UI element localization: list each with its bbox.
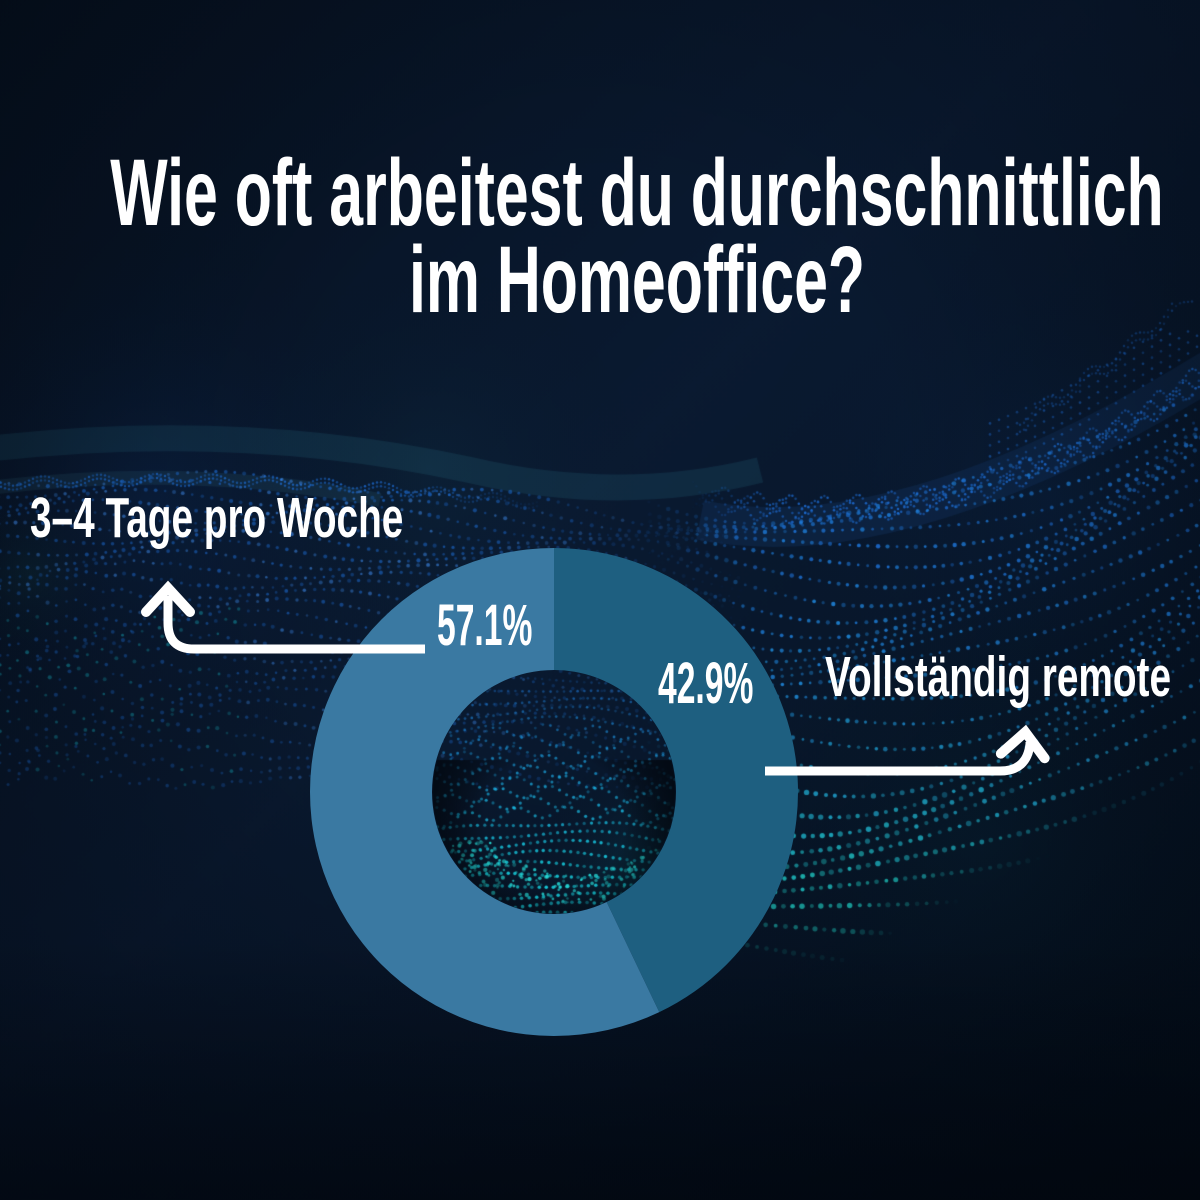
callout-line-left <box>163 596 425 654</box>
chart-title-line2: im Homeoffice? <box>281 233 994 328</box>
slice-value-42-9-text: 42.9% <box>658 651 754 716</box>
slice-label-vollstaendig-remote-text: Vollständig remote <box>825 645 1172 709</box>
chart-title-line2-text: im Homeoffice? <box>408 227 866 333</box>
slice-value-57-1-text: 57.1% <box>437 593 533 658</box>
slice-label-3-4-tage-pro-woche: 3–4 Tage pro Woche <box>30 490 579 547</box>
callout-arrow-left <box>141 580 425 654</box>
donut-slice-0 <box>554 548 799 1013</box>
callout-line-right <box>765 742 1035 776</box>
slice-value-42-9: 42.9% <box>658 655 822 713</box>
chart-title-line1: Wie oft arbeitest du durchschnittlich <box>0 146 1200 241</box>
callout-arrow-right <box>765 724 1050 776</box>
arrow-up-left-icon <box>141 580 195 617</box>
donut-slices <box>310 548 799 1036</box>
chart-title-line1-text: Wie oft arbeitest du durchschnittlich <box>110 140 1164 246</box>
donut-slice-1 <box>310 548 660 1036</box>
arrow-up-right-icon <box>995 724 1050 764</box>
slice-label-3-4-tage-text: 3–4 Tage pro Woche <box>30 486 404 550</box>
slice-label-vollstaendig-remote: Vollständig remote <box>825 649 1200 706</box>
slice-value-57-1: 57.1% <box>437 597 601 655</box>
